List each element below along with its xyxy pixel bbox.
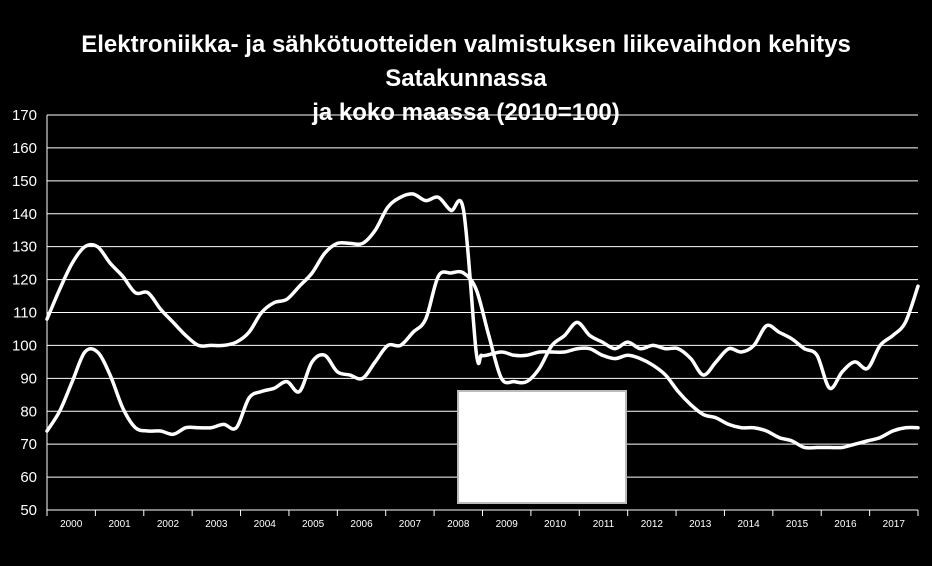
chart-title: Elektroniikka- ja sähkötuotteiden valmis…: [0, 28, 932, 130]
y-tick-label: 170: [12, 107, 37, 124]
legend-box: [457, 390, 627, 504]
chart-title-line-1: Elektroniikka- ja sähkötuotteiden valmis…: [81, 31, 851, 92]
x-axis: 2000 2001 2002 2003 2004 2005 2006 2007 2008 2009…: [46, 510, 919, 530]
x-tick-label: 2011: [593, 519, 615, 530]
x-tick-label: 2009: [496, 519, 519, 530]
y-tick-label: 70: [20, 436, 37, 453]
x-tick-label: 2014: [738, 519, 761, 530]
x-tick-label: 2002: [157, 519, 180, 530]
y-tick-label: 60: [20, 469, 37, 486]
y-tick-label: 150: [12, 173, 37, 190]
x-tick-label: 2013: [689, 519, 712, 530]
y-tick-label: 110: [13, 305, 37, 322]
y-tick-label: 160: [12, 140, 37, 157]
y-axis: 50 60 70 80 90 100 110 120 130 140 150 160 170: [12, 107, 48, 519]
x-tick-label: 2008: [447, 519, 470, 530]
x-tick-label: 2006: [350, 519, 373, 530]
series-line-2: [45, 269, 920, 437]
x-tick-label: 2001: [108, 519, 131, 530]
x-tick-label: 2015: [786, 519, 809, 530]
series-lines: [45, 192, 920, 450]
y-tick-label: 100: [12, 337, 37, 354]
y-tick-label: 140: [12, 206, 37, 223]
x-tick-label: 2010: [544, 519, 567, 530]
x-tick-label: 2012: [641, 519, 664, 530]
y-tick-label: 120: [12, 272, 37, 289]
x-tick-label: 2000: [60, 519, 83, 530]
x-tick-label: 2004: [254, 519, 277, 530]
x-tick-label: 2017: [883, 519, 906, 530]
chart-title-line-2: ja koko maassa (2010=100): [312, 99, 620, 126]
x-tick-label: 2003: [205, 519, 228, 530]
y-tick-label: 80: [20, 403, 37, 420]
x-tick-label: 2007: [399, 519, 422, 530]
y-tick-label: 130: [12, 239, 37, 256]
x-tick-label: 2016: [834, 519, 857, 530]
series-line-1: [45, 192, 920, 450]
x-tick-label: 2005: [302, 519, 325, 530]
y-tick-label: 90: [20, 370, 37, 387]
y-tick-label: 50: [20, 502, 37, 519]
